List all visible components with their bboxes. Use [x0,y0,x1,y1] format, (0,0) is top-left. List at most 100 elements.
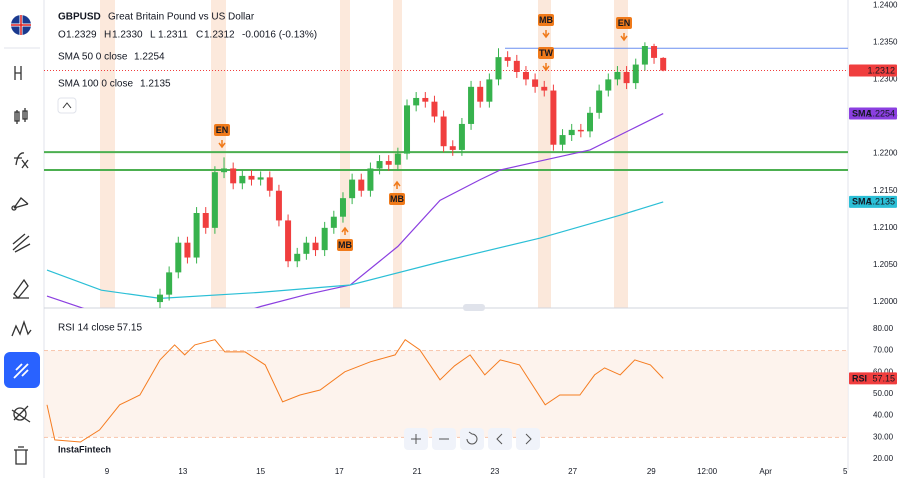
y-tick-label: 1.2100 [873,223,898,232]
signal-label: MB [390,194,404,204]
candle-body [349,179,356,199]
brush-icon[interactable] [13,278,29,299]
ohlc-label: H [104,30,111,41]
x-tick-label: 23 [490,467,499,476]
badge-name: SMA [852,197,873,207]
candle-body [486,79,493,102]
signal-arrow [218,140,226,149]
rsi-line [46,338,664,443]
candle-body [651,46,658,58]
y-tick-label: 1.2000 [873,297,898,306]
y-tick-label: 1.2050 [873,260,898,269]
change: -0.0016 (-0.13%) [242,30,317,41]
candle-body [294,253,301,262]
badge-value: 1.2254 [867,108,895,118]
collapse-button[interactable] [57,97,77,114]
candle-body [614,71,621,80]
scroll-left[interactable] [488,428,512,450]
candle-body [413,97,420,106]
y-tick-label: 20.00 [873,454,894,463]
signal-arrow [341,226,349,235]
candle-body [230,168,237,184]
candle-body [605,79,612,91]
candle-body [202,213,209,228]
indicator-icon[interactable] [14,152,29,169]
candle-body [376,161,383,169]
reset[interactable] [460,428,484,450]
fib-icon[interactable] [12,233,31,253]
candle-body [266,177,273,191]
x-tick-label: 5 [843,467,848,476]
signal-badge [538,14,554,26]
sma-legend: SMA 100 0 close [58,79,133,90]
x-tick-label: 13 [178,467,187,476]
sma-line [46,201,664,300]
symbol-name: Great Britain Pound vs US Dollar [108,12,255,23]
candle-body [221,168,228,173]
toolbar [0,0,45,478]
signal-arrow [542,63,550,72]
candle-body [330,216,337,228]
band [538,0,551,308]
candle-body [513,60,520,72]
price-pane: EN MB TW EN MB MB [44,14,848,308]
candle-body [596,90,603,113]
candle-body [193,213,200,258]
candle-body [358,179,365,191]
candle-body [532,79,539,87]
y-tick-label: 40.00 [873,411,894,420]
axis-badge [849,64,897,77]
axes: 1.24001.23501.23001.22501.22001.21501.21… [105,0,898,476]
sma-legend-value: 1.2135 [140,79,171,90]
band [100,0,115,308]
y-tick-label: 80.00 [873,324,894,333]
axis-badge [849,107,897,120]
y-tick-label: 50.00 [873,389,894,398]
candle-body [211,172,218,228]
signal-badge [538,47,554,59]
x-tick-label: 15 [256,467,265,476]
y-tick-label: 1.2300 [873,75,898,84]
candle-body [577,129,584,132]
candle-body [184,242,191,258]
candle-body [275,190,282,221]
interval-icon[interactable] [14,66,22,80]
candles-icon[interactable] [14,108,28,124]
scroll-right[interactable] [516,428,540,450]
candle-body [623,71,630,84]
ohlc-label: O [58,30,66,41]
candle-body [541,86,548,91]
candle-body [522,71,529,80]
pane-handle[interactable] [463,304,485,311]
candle-body [312,242,319,251]
candle-body [641,46,648,65]
axis-badge [849,372,897,385]
ohlc-label: C [196,30,203,41]
candle-body [156,294,163,303]
signal-label: EN [618,18,631,28]
pattern-icon[interactable] [11,319,32,337]
candle-body [504,57,511,61]
candle-body [166,272,173,295]
x-tick-label: Apr [759,467,772,476]
candle-body [449,146,456,150]
y-tick-label: 1.2150 [873,186,898,195]
candle-body [239,175,246,184]
sma-legend: SMA 50 0 close [58,52,128,63]
collapse-icon [62,102,72,109]
candle-body [586,112,593,132]
signal-badge [337,239,353,251]
candle-body [394,153,401,165]
x-tick-label: 21 [413,467,422,476]
candle-body [422,97,429,102]
trash-icon[interactable] [14,446,28,465]
badge-name: RSI [852,373,867,383]
x-tick-label: 17 [335,467,344,476]
ohlc-value: 1.2312 [204,30,235,41]
candle-body [404,105,411,154]
y-tick-label: 60.00 [873,367,894,376]
hide-circle [13,407,27,421]
rsi-band-fill [44,350,848,438]
candle-body [303,242,310,254]
